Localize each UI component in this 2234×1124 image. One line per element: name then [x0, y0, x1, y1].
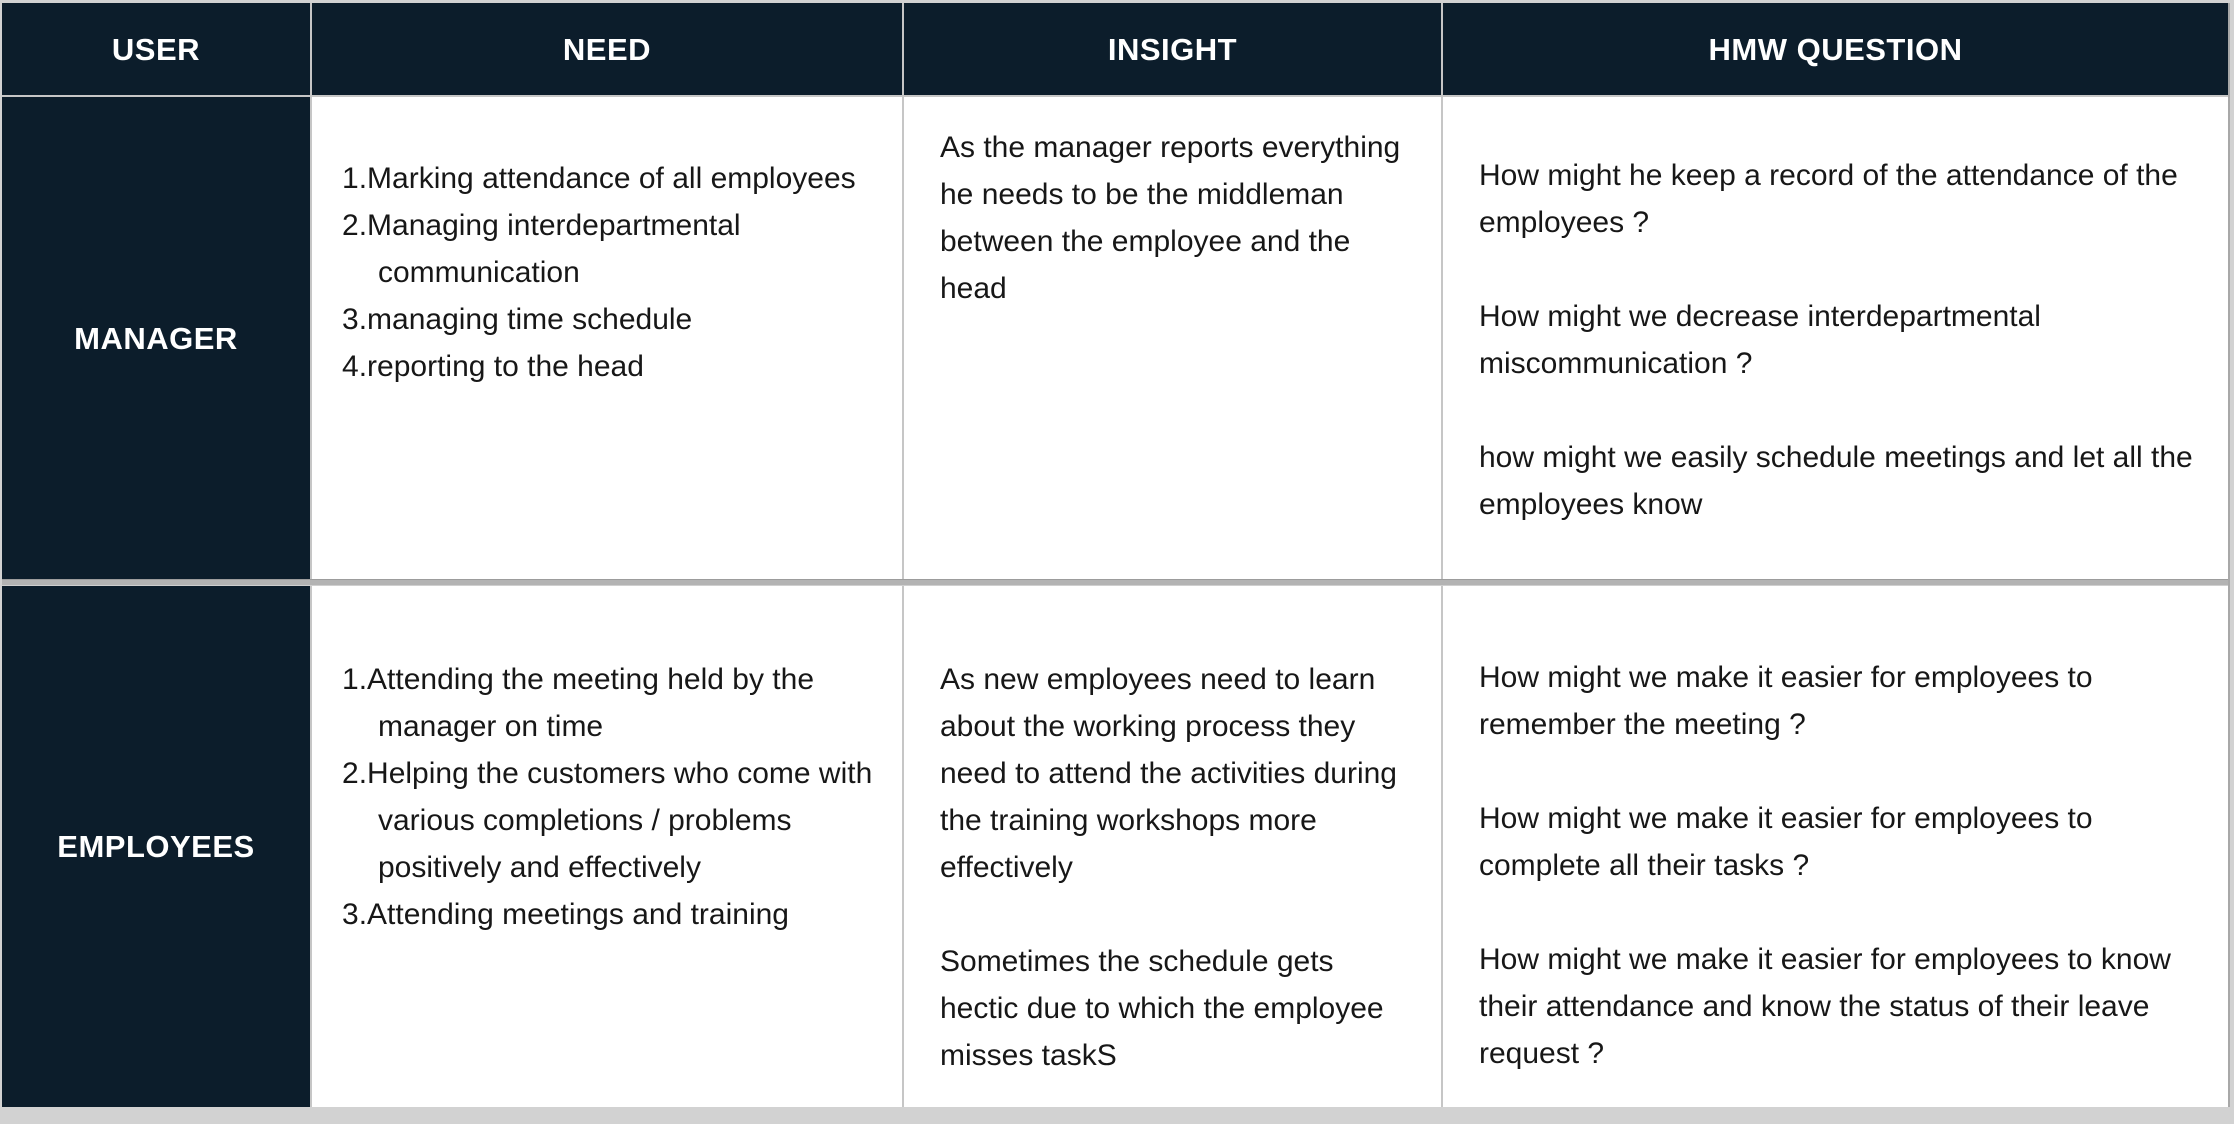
insight-paragraph: Sometimes the schedule gets hectic due t… — [940, 945, 1384, 1072]
need-item: Attending the meeting held by the manage… — [367, 663, 815, 743]
user-cell-employees: EMPLOYEES — [2, 586, 312, 1107]
insight-cell-employees: As new employees need to learn about the… — [904, 586, 1443, 1107]
hmw-cell-employees: How might we make it easier for employee… — [1443, 586, 2228, 1107]
need-item: Managing interdepartmental communication — [367, 209, 741, 289]
need-list-employees: Attending the meeting held by the manage… — [342, 656, 878, 938]
user-cell-manager-label: MANAGER — [74, 320, 238, 356]
insight-cell-manager: As the manager reports everything he nee… — [904, 97, 1443, 579]
column-header-need-label: NEED — [562, 31, 652, 67]
hmw-question: How might we decrease interdepartmental … — [1479, 300, 2041, 380]
hmw-question: How might we make it easier for employee… — [1479, 943, 2171, 1070]
insight-paragraph: As the manager reports everything he nee… — [940, 131, 1401, 305]
column-header-hmw-question-label: HMW QUESTION — [1708, 31, 1963, 67]
column-header-insight-label: INSIGHT — [1107, 31, 1238, 67]
insight-paragraph: As new employees need to learn about the… — [940, 663, 1397, 884]
column-header-hmw-question: HMW QUESTION — [1443, 3, 2228, 97]
column-header-need: NEED — [312, 3, 904, 97]
user-cell-manager: MANAGER — [2, 97, 312, 579]
row-divider — [2, 579, 2228, 586]
column-header-insight: INSIGHT — [904, 3, 1443, 97]
hmw-question: How might we make it easier for employee… — [1479, 802, 2093, 882]
column-header-user-label: USER — [111, 31, 201, 67]
need-item: Attending meetings and training — [367, 898, 789, 931]
need-cell-employees: Attending the meeting held by the manage… — [312, 586, 904, 1107]
need-item: Helping the customers who come with vari… — [367, 757, 873, 884]
need-item: reporting to the head — [367, 350, 644, 383]
hmw-cell-manager: How might he keep a record of the attend… — [1443, 97, 2228, 579]
need-list-manager: Marking attendance of all employees Mana… — [342, 155, 878, 390]
need-cell-manager: Marking attendance of all employees Mana… — [312, 97, 904, 579]
user-cell-employees-label: EMPLOYEES — [57, 829, 255, 864]
hmw-question: How might he keep a record of the attend… — [1479, 159, 2178, 239]
column-header-user: USER — [2, 3, 312, 97]
need-item: managing time schedule — [367, 303, 693, 336]
need-item: Marking attendance of all employees — [367, 162, 856, 195]
hmw-question: How might we make it easier for employee… — [1479, 661, 2093, 741]
user-needs-table: USER NEED INSIGHT HMW QUESTION MANAGER M… — [2, 3, 2230, 1107]
hmw-question: how might we easily schedule meetings an… — [1479, 441, 2193, 521]
